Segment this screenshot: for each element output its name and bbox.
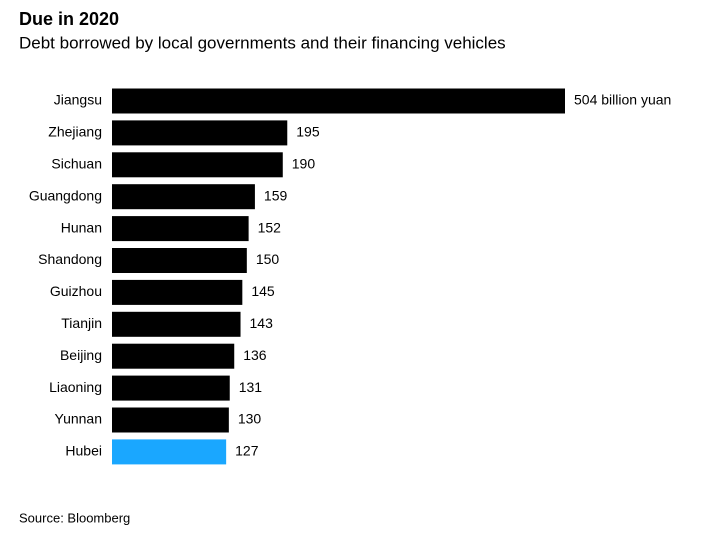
bar [112,120,288,146]
category-label: Beijing [60,347,102,363]
category-label: Sichuan [51,156,102,172]
value-label: 145 [251,283,275,299]
bar [112,152,283,178]
category-label: Liaoning [49,379,102,395]
chart-subtitle: Debt borrowed by local governments and t… [19,33,506,52]
category-label: Guangdong [29,187,102,203]
value-label: 131 [239,379,263,395]
bar [112,407,229,433]
category-label: Guizhou [50,283,102,299]
value-label: 159 [264,187,288,203]
value-label: 130 [238,411,262,427]
category-label: Tianjin [61,315,102,331]
value-label: 150 [256,251,280,267]
category-label: Hubei [65,443,102,459]
category-label: Yunnan [55,411,103,427]
category-label: Zhejiang [48,124,102,140]
value-label: 143 [250,315,274,331]
category-label: Jiangsu [54,92,102,108]
value-label: 504 billion yuan [574,92,671,108]
bar [112,184,255,210]
bar [112,311,241,337]
value-label: 190 [292,156,316,172]
source: Source: Bloomberg [19,510,130,525]
bar [112,216,249,242]
value-label: 195 [296,124,320,140]
bar [112,248,247,273]
value-label: 136 [243,347,267,363]
category-label: Hunan [61,219,102,235]
chart-title: Due in 2020 [19,9,119,29]
category-label: Shandong [38,251,102,267]
value-label: 152 [258,219,282,235]
bar [112,88,565,114]
bar [112,279,243,305]
bar [112,343,235,369]
bar [112,375,230,401]
bar [112,439,227,465]
value-label: 127 [235,443,259,459]
